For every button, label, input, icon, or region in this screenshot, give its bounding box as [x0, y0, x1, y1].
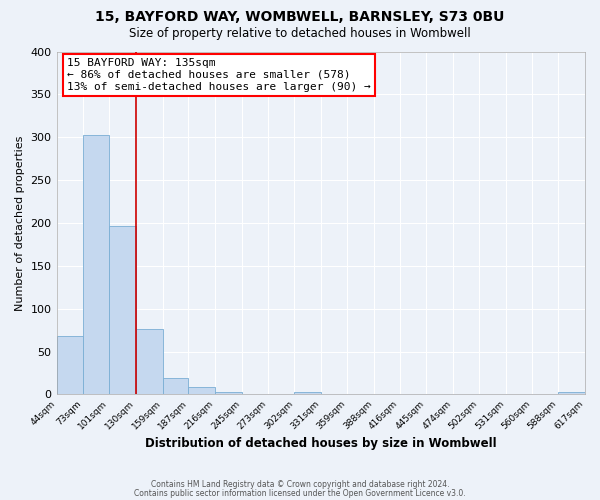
Bar	[215, 392, 242, 394]
Text: 15 BAYFORD WAY: 135sqm
← 86% of detached houses are smaller (578)
13% of semi-de: 15 BAYFORD WAY: 135sqm ← 86% of detached…	[67, 58, 371, 92]
Bar	[56, 336, 83, 394]
Bar	[83, 134, 109, 394]
Bar	[109, 226, 136, 394]
X-axis label: Distribution of detached houses by size in Wombwell: Distribution of detached houses by size …	[145, 437, 497, 450]
Text: Contains HM Land Registry data © Crown copyright and database right 2024.: Contains HM Land Registry data © Crown c…	[151, 480, 449, 489]
Text: 15, BAYFORD WAY, WOMBWELL, BARNSLEY, S73 0BU: 15, BAYFORD WAY, WOMBWELL, BARNSLEY, S73…	[95, 10, 505, 24]
Bar	[558, 392, 585, 394]
Bar	[295, 392, 321, 394]
Bar	[136, 330, 163, 394]
Bar	[163, 378, 188, 394]
Bar	[188, 387, 215, 394]
Y-axis label: Number of detached properties: Number of detached properties	[15, 136, 25, 310]
Text: Contains public sector information licensed under the Open Government Licence v3: Contains public sector information licen…	[134, 488, 466, 498]
Text: Size of property relative to detached houses in Wombwell: Size of property relative to detached ho…	[129, 28, 471, 40]
